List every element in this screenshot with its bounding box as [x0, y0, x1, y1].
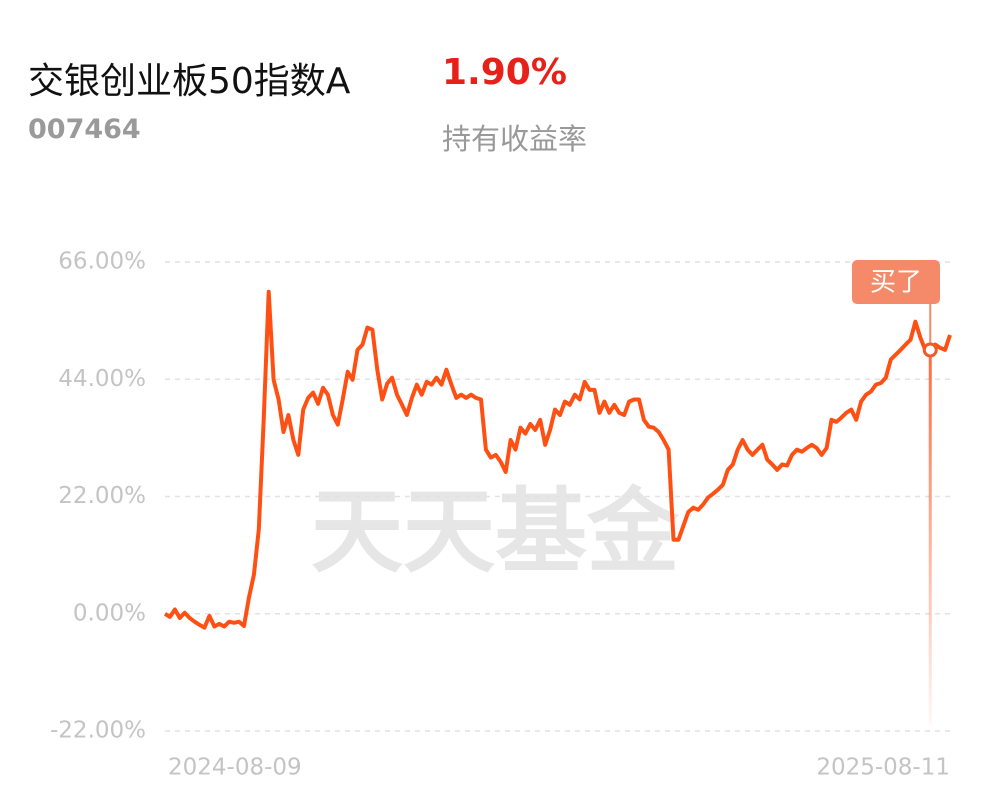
- fund-title: 交银创业板50指数A: [28, 61, 351, 102]
- data-line: [163, 289, 952, 630]
- watermark: 天天基金: [311, 478, 680, 586]
- return-value: 1.90%: [442, 52, 567, 93]
- y-tick-label: 22.00%: [58, 483, 146, 509]
- y-tick-label: 0.00%: [73, 600, 146, 626]
- buy-point: [922, 342, 938, 358]
- buy-stem-fade: [928, 349, 932, 725]
- fund-code: 007464: [28, 114, 141, 145]
- y-tick-label: -22.00%: [50, 718, 146, 744]
- return-label: 持有收益率: [442, 122, 588, 156]
- x-tick-label: 2024-08-09: [168, 755, 302, 781]
- buy-badge: [852, 260, 940, 304]
- y-tick-label: 44.00%: [58, 366, 146, 392]
- y-tick-label: 66.00%: [58, 249, 146, 275]
- buy-badge-label: 买了: [870, 268, 922, 298]
- x-tick-label: 2025-08-11: [816, 755, 950, 781]
